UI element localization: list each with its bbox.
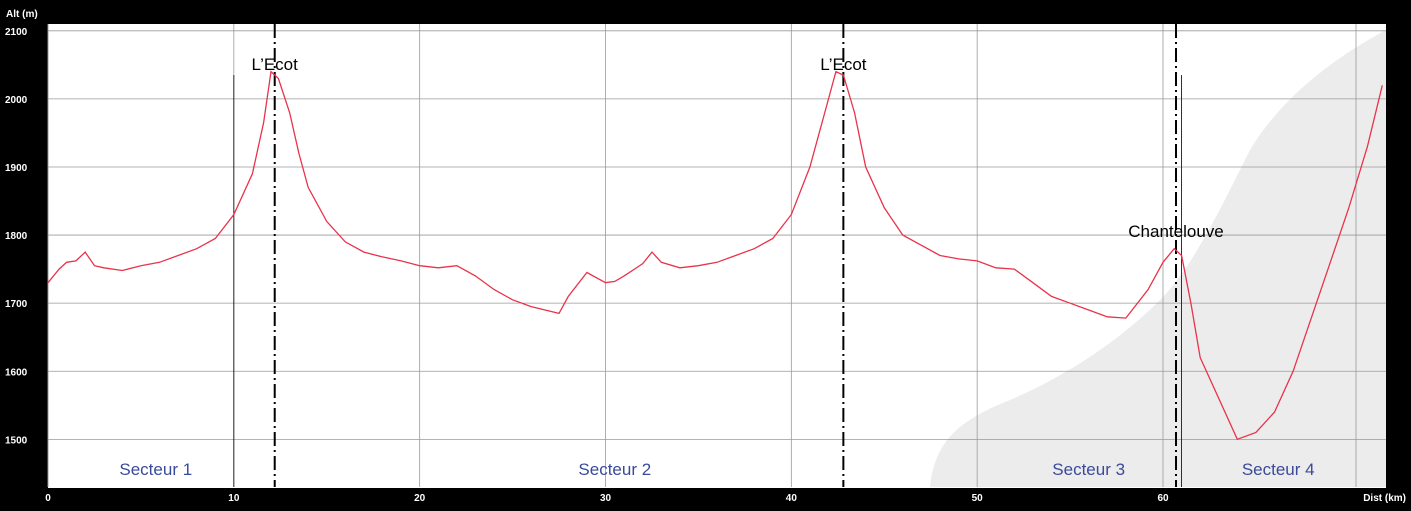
x-tick-label: 20 xyxy=(414,493,426,504)
peak-label: L’Ecot xyxy=(252,55,299,74)
peak-label: L’Ecot xyxy=(820,55,867,74)
x-tick-label: 50 xyxy=(972,493,984,504)
peak-label: Chantelouve xyxy=(1128,222,1223,241)
y-tick-label: 2100 xyxy=(5,27,28,38)
grid-layer xyxy=(47,24,1386,487)
peak-marker-layer xyxy=(273,24,1178,487)
sector-divider-layer xyxy=(233,75,1182,487)
y-tick-label: 1700 xyxy=(5,299,28,310)
x-tick-label: 40 xyxy=(786,493,798,504)
sector-label: Secteur 2 xyxy=(578,460,651,479)
axis-layer: 1500 1600 1700 1800 1900 2000 2100 0 10 20 30 40 50 6… xyxy=(5,27,1169,504)
label-layer: L’Ecot L’Ecot Chantelouve Secteur 1 Secteur … xyxy=(119,55,1314,479)
x-tick-label: 30 xyxy=(600,493,612,504)
x-tick-label: 60 xyxy=(1157,493,1169,504)
x-axis-label: Dist (km) xyxy=(1363,493,1406,504)
y-tick-label: 1900 xyxy=(5,163,28,174)
x-tick-label: 10 xyxy=(228,493,240,504)
sector-label: Secteur 1 xyxy=(119,460,192,479)
y-tick-label: 1500 xyxy=(5,435,28,446)
y-tick-label: 2000 xyxy=(5,95,28,106)
y-axis-label: Alt (m) xyxy=(6,9,38,20)
y-tick-label: 1600 xyxy=(5,367,28,378)
elevation-line xyxy=(47,70,1383,441)
sector-label: Secteur 4 xyxy=(1242,460,1315,479)
sector-label: Secteur 3 xyxy=(1052,460,1125,479)
y-tick-label: 1800 xyxy=(5,231,28,242)
x-tick-label: 0 xyxy=(45,493,51,504)
background-terrain-shading xyxy=(930,30,1386,487)
